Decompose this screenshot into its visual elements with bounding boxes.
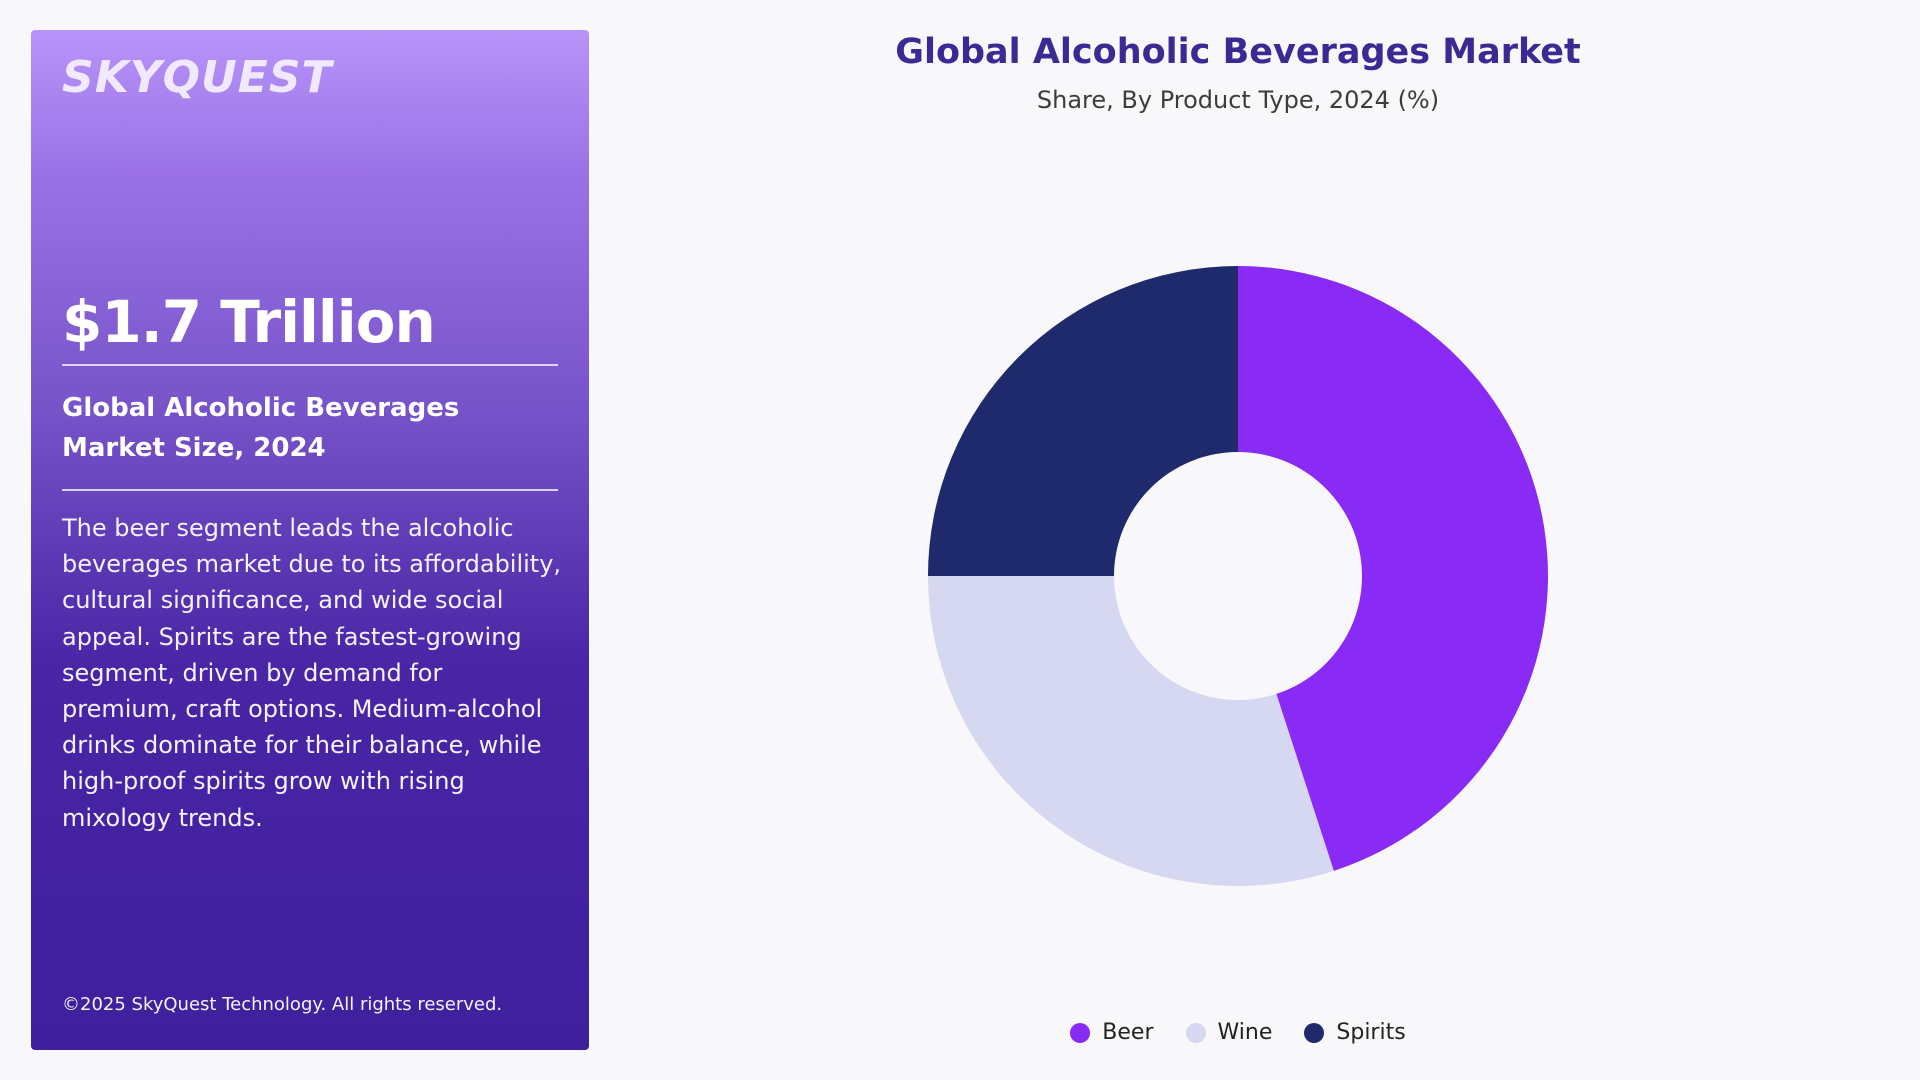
legend-swatch-spirits — [1304, 1022, 1325, 1043]
legend-item-beer: Beer — [1070, 1020, 1154, 1045]
market-size-value: $1.7 Trillion — [62, 288, 436, 356]
skyquest-logo: SKYQUEST — [62, 52, 333, 103]
chart-subtitle: Share, By Product Type, 2024 (%) — [1036, 86, 1440, 114]
slice-wine — [928, 576, 1334, 886]
legend-label-spirits: Spirits — [1336, 1020, 1406, 1045]
donut-chart — [928, 266, 1548, 886]
legend-swatch-beer — [1070, 1022, 1091, 1043]
legend-label-beer: Beer — [1102, 1020, 1154, 1045]
legend-item-wine: Wine — [1185, 1020, 1273, 1045]
divider-bottom — [62, 489, 558, 491]
chart-legend: Beer Wine Spirits — [600, 1020, 1876, 1045]
slice-spirits — [928, 266, 1238, 576]
legend-label-wine: Wine — [1217, 1020, 1273, 1045]
summary-panel: SKYQUEST $1.7 Trillion Global Alcoholic … — [31, 30, 589, 1050]
slice-beer — [1238, 266, 1548, 871]
chart-title: Global Alcoholic Beverages Market — [895, 32, 1581, 72]
legend-item-spirits: Spirits — [1304, 1020, 1406, 1045]
copyright-text: ©2025 SkyQuest Technology. All rights re… — [62, 994, 503, 1015]
divider-top — [62, 364, 558, 366]
market-size-label: Global Alcoholic Beverages Market Size, … — [62, 393, 460, 463]
legend-swatch-wine — [1185, 1022, 1206, 1043]
market-description: The beer segment leads the alcoholic bev… — [62, 514, 562, 832]
